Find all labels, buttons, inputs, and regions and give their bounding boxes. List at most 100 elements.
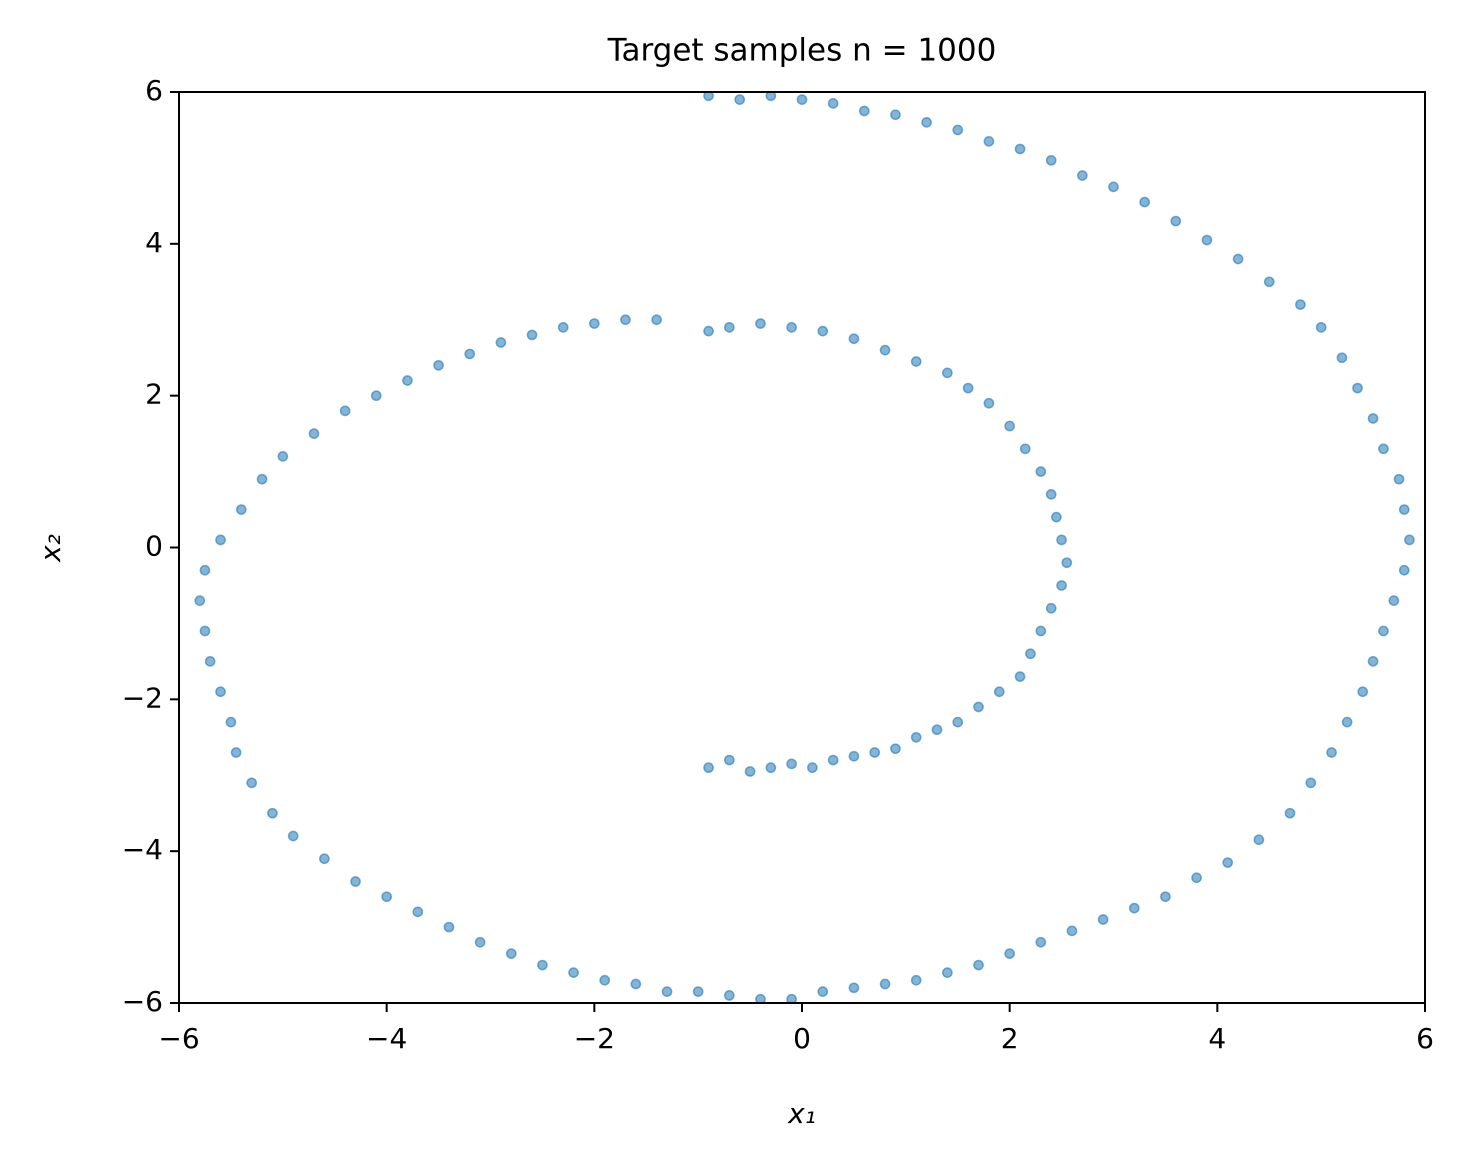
point [651, 314, 662, 326]
point [1035, 625, 1047, 637]
point [983, 135, 995, 147]
point [962, 382, 974, 394]
point [1045, 489, 1057, 500]
point [993, 686, 1005, 698]
point [1284, 807, 1296, 819]
x-tick-label: 0 [793, 1022, 811, 1055]
point [817, 986, 829, 997]
point [703, 325, 714, 337]
point [1295, 299, 1306, 310]
point [1398, 504, 1410, 515]
point [869, 747, 881, 758]
point [1336, 352, 1348, 364]
point [1315, 321, 1327, 333]
point [1352, 382, 1363, 394]
point [1378, 625, 1389, 637]
chart-title: Target samples n = 1000 [607, 33, 997, 69]
point [620, 314, 631, 326]
point [1014, 143, 1026, 155]
point [194, 595, 206, 606]
x-tick-label: 6 [1416, 1022, 1434, 1055]
point [526, 329, 538, 341]
point [807, 762, 818, 774]
point [973, 701, 984, 713]
point [942, 967, 953, 978]
point [910, 974, 922, 986]
point [235, 504, 247, 515]
point [402, 375, 413, 386]
point [755, 993, 766, 1003]
point [433, 359, 444, 371]
x-tick-label: 2 [1001, 1022, 1019, 1055]
x-tick-label: −4 [366, 1022, 407, 1055]
point [505, 948, 517, 960]
point [921, 117, 932, 128]
point [474, 936, 486, 948]
point [879, 978, 891, 990]
point [723, 321, 735, 333]
point [215, 686, 226, 698]
point [256, 473, 268, 485]
point [890, 109, 901, 121]
point [910, 731, 922, 743]
x-tick-label: 4 [1208, 1022, 1226, 1055]
point [703, 92, 714, 102]
y-axis-label: x₂ [34, 534, 67, 563]
point [723, 990, 735, 1001]
point [412, 906, 424, 918]
point [1232, 253, 1244, 265]
point [703, 762, 714, 774]
point [1077, 170, 1088, 181]
point [1035, 936, 1047, 948]
point [1367, 413, 1379, 424]
point [1061, 557, 1073, 569]
point [1263, 276, 1275, 288]
point [1222, 857, 1234, 868]
point [1357, 686, 1369, 698]
point [350, 876, 361, 887]
point [931, 724, 943, 736]
point [1341, 716, 1353, 728]
point [1378, 443, 1389, 455]
point [370, 390, 382, 402]
point [973, 959, 984, 971]
point [910, 356, 922, 367]
point [1201, 234, 1213, 246]
point [1035, 466, 1047, 477]
point [319, 853, 330, 865]
point [879, 344, 891, 356]
point [1191, 872, 1202, 884]
point [215, 534, 226, 546]
point [848, 333, 860, 345]
point [1326, 747, 1337, 758]
point [225, 716, 237, 728]
point [1393, 473, 1405, 485]
point [1004, 420, 1016, 432]
point [568, 967, 579, 978]
point [1388, 595, 1400, 606]
point [796, 94, 808, 105]
point [786, 993, 797, 1003]
point [1170, 215, 1182, 227]
point [1367, 656, 1379, 667]
point [786, 758, 797, 770]
point [734, 94, 746, 105]
point [983, 397, 995, 409]
point [308, 428, 320, 439]
y-tick-label: −6 [122, 985, 163, 1018]
y-tick-label: 4 [145, 226, 163, 259]
point [1404, 534, 1415, 546]
point [443, 921, 455, 933]
point [942, 367, 953, 379]
point [1014, 671, 1026, 682]
point [765, 92, 777, 102]
point [786, 321, 797, 333]
point [827, 754, 839, 766]
point [199, 625, 211, 637]
plot-frame [178, 91, 1426, 1004]
point [1056, 580, 1067, 591]
y-tick-label: 0 [145, 530, 163, 563]
point [1305, 777, 1317, 789]
point [464, 348, 476, 360]
point [755, 318, 766, 329]
